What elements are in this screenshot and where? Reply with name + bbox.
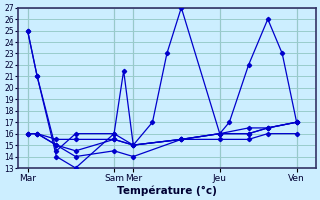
- X-axis label: Température (°c): Température (°c): [117, 185, 217, 196]
